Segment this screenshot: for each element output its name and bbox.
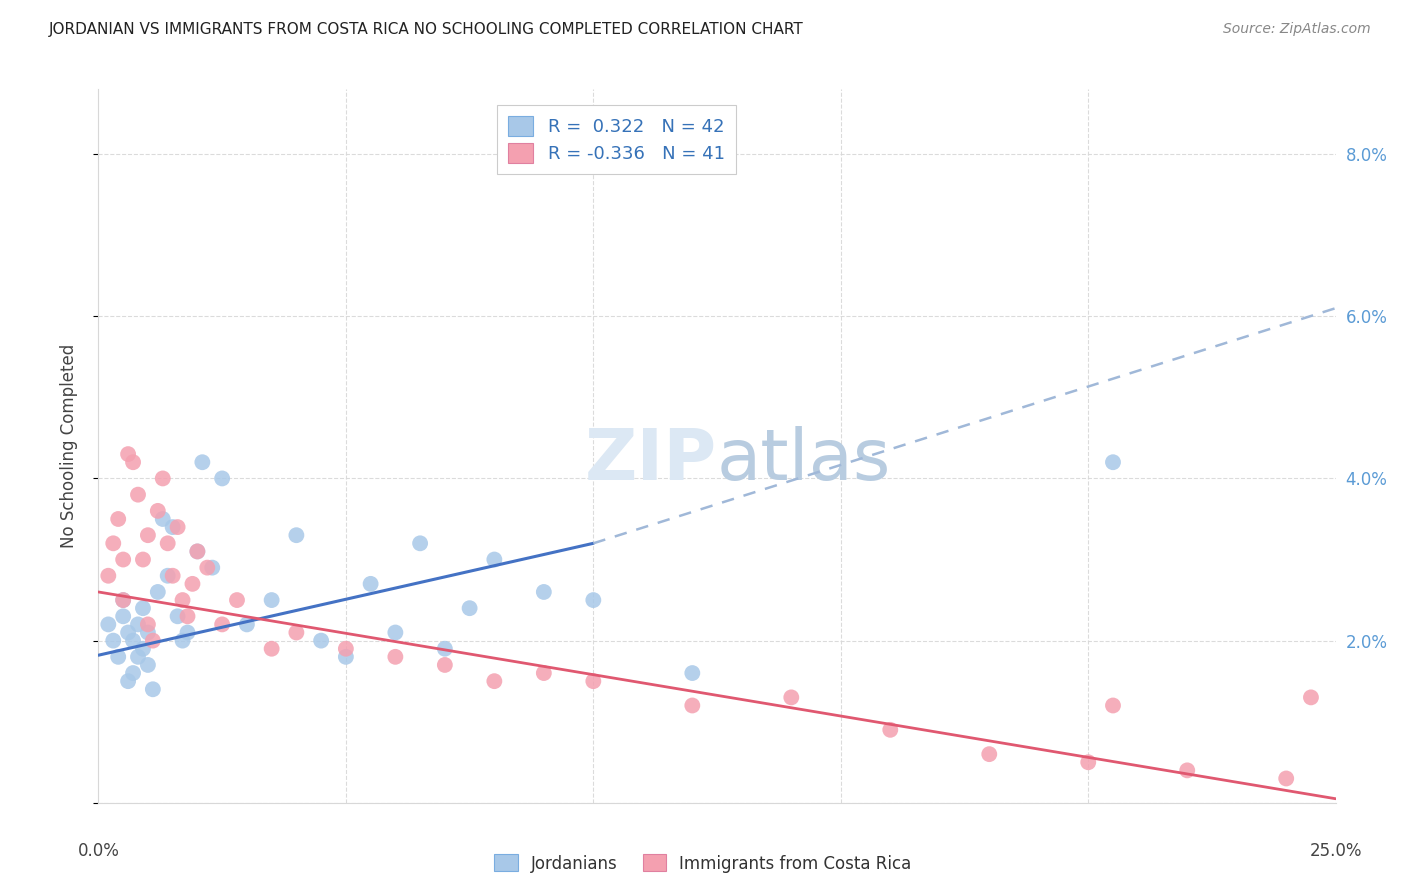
Point [142,633,165,648]
Point [191,455,214,469]
Point [162,520,184,534]
Point [176,609,198,624]
Text: 25.0%: 25.0% [1309,842,1362,860]
Point [335,649,357,664]
Point [309,633,332,648]
Point [533,585,555,599]
Text: 0.0%: 0.0% [77,842,120,860]
Point [152,471,174,485]
Point [122,455,145,469]
Point [112,552,135,566]
Point [112,593,135,607]
Point [260,641,283,656]
Point [201,560,224,574]
Point [582,674,605,689]
Point [360,577,382,591]
Point [142,682,165,697]
Point [458,601,481,615]
Point [152,512,174,526]
Point [1175,764,1198,778]
Point [186,544,208,558]
Point [117,674,139,689]
Point [384,625,406,640]
Point [260,593,283,607]
Point [384,649,406,664]
Point [211,617,233,632]
Point [136,528,159,542]
Point [136,657,159,672]
Point [1275,772,1298,786]
Point [162,568,184,582]
Point [1102,698,1125,713]
Point [107,512,129,526]
Point [132,552,155,566]
Point [112,593,135,607]
Point [335,641,357,656]
Point [127,649,149,664]
Point [127,617,149,632]
Point [97,617,120,632]
Point [484,674,506,689]
Point [226,593,249,607]
Point [285,625,308,640]
Point [107,649,129,664]
Point [166,609,188,624]
Point [136,625,159,640]
Point [879,723,901,737]
Text: Source: ZipAtlas.com: Source: ZipAtlas.com [1223,22,1371,37]
Point [582,593,605,607]
Point [979,747,1001,761]
Y-axis label: No Schooling Completed: No Schooling Completed [59,344,77,548]
Point [132,601,155,615]
Point [156,536,179,550]
Point [236,617,259,632]
Point [136,617,159,632]
Point [484,552,506,566]
Point [211,471,233,485]
Point [103,633,125,648]
Point [1299,690,1322,705]
Point [156,568,179,582]
Point [146,504,169,518]
Point [285,528,308,542]
Point [681,698,703,713]
Point [127,488,149,502]
Text: JORDANIAN VS IMMIGRANTS FROM COSTA RICA NO SCHOOLING COMPLETED CORRELATION CHART: JORDANIAN VS IMMIGRANTS FROM COSTA RICA … [49,22,804,37]
Point [117,447,139,461]
Point [780,690,803,705]
Point [146,585,169,599]
Point [433,641,456,656]
Point [181,577,204,591]
Point [1102,455,1125,469]
Point [176,625,198,640]
Point [122,633,145,648]
Point [172,593,194,607]
Point [681,666,703,681]
Legend: R =  0.322   N = 42, R = -0.336   N = 41: R = 0.322 N = 42, R = -0.336 N = 41 [498,105,735,174]
Point [122,666,145,681]
Text: ZIP: ZIP [585,425,717,495]
Point [132,641,155,656]
Point [533,666,555,681]
Point [1077,756,1099,770]
Text: atlas: atlas [717,425,891,495]
Point [195,560,218,574]
Point [409,536,432,550]
Point [97,568,120,582]
Point [112,609,135,624]
Point [433,657,456,672]
Point [166,520,188,534]
Legend: Jordanians, Immigrants from Costa Rica: Jordanians, Immigrants from Costa Rica [488,847,918,880]
Point [103,536,125,550]
Point [186,544,208,558]
Point [172,633,194,648]
Point [117,625,139,640]
